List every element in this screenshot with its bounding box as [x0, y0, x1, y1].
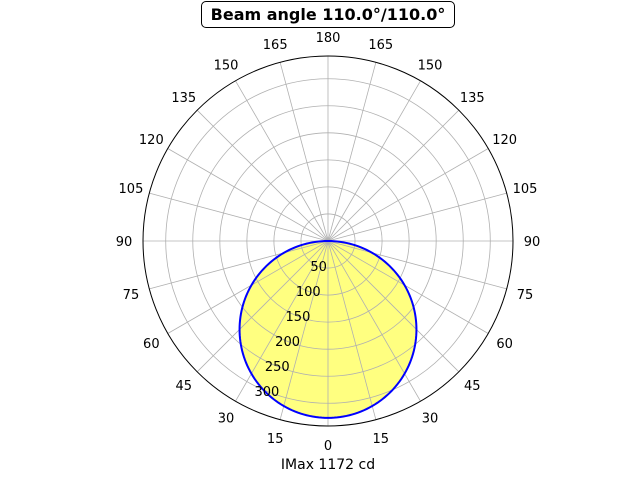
angle-tick-label: 105: [119, 182, 144, 197]
angle-tick-label: 165: [263, 38, 288, 53]
angle-tick-label: 120: [139, 133, 164, 148]
grid-spoke: [196, 240, 329, 373]
grid-spoke: [235, 80, 329, 242]
angle-tick-label: 30: [218, 412, 235, 427]
intensity-curve: [238, 240, 418, 419]
angle-tick-label: 15: [267, 432, 284, 447]
radial-tick-label: 250: [265, 360, 290, 375]
angle-tick-label: 75: [123, 288, 140, 303]
grid-spoke: [327, 109, 460, 242]
angle-tick-label: 105: [513, 182, 538, 197]
grid-spoke: [327, 80, 421, 242]
grid-spoke: [327, 240, 460, 373]
grid-spoke: [327, 192, 507, 242]
angle-tick-label: 120: [492, 133, 517, 148]
grid-spoke: [327, 240, 507, 290]
x-axis-label: IMax 1172 cd: [280, 457, 376, 473]
grid-spoke: [167, 148, 329, 242]
grid-spoke: [327, 148, 489, 242]
grid-spoke: [327, 62, 377, 242]
chart-title: Beam angle 110.0°/110.0°: [201, 1, 455, 28]
angle-tick-label: 45: [175, 379, 192, 394]
angle-tick-label: 30: [422, 412, 439, 427]
angle-tick-label: 90: [116, 235, 133, 250]
grid-spoke: [149, 192, 329, 242]
grid-spoke: [327, 240, 377, 420]
grid-spoke: [196, 109, 329, 242]
grid-spoke: [279, 240, 329, 420]
radial-tick-label: 50: [310, 260, 327, 275]
polar-frame: [142, 55, 514, 427]
angle-tick-label: 0: [324, 439, 332, 454]
angle-tick-label: 180: [316, 31, 341, 46]
radial-tick-label: 200: [275, 335, 300, 350]
angle-tick-label: 165: [368, 38, 393, 53]
angle-tick-label: 60: [143, 337, 160, 352]
grid-spoke: [327, 240, 489, 334]
grid-spoke: [279, 62, 329, 242]
radial-tick-label: 100: [296, 285, 321, 300]
radial-tick-label: 300: [254, 385, 279, 400]
angle-tick-label: 150: [214, 58, 239, 73]
angle-tick-label: 135: [171, 91, 196, 106]
angle-tick-label: 45: [464, 379, 481, 394]
angle-tick-label: 135: [460, 91, 485, 106]
angle-tick-label: 60: [496, 337, 513, 352]
angle-tick-label: 150: [418, 58, 443, 73]
grid-spoke: [167, 240, 329, 334]
radial-tick-label: 150: [286, 310, 311, 325]
angle-tick-label: 15: [373, 432, 390, 447]
grid-spoke: [149, 240, 329, 290]
angle-tick-label: 75: [517, 288, 534, 303]
angle-tick-label: 90: [524, 235, 541, 250]
